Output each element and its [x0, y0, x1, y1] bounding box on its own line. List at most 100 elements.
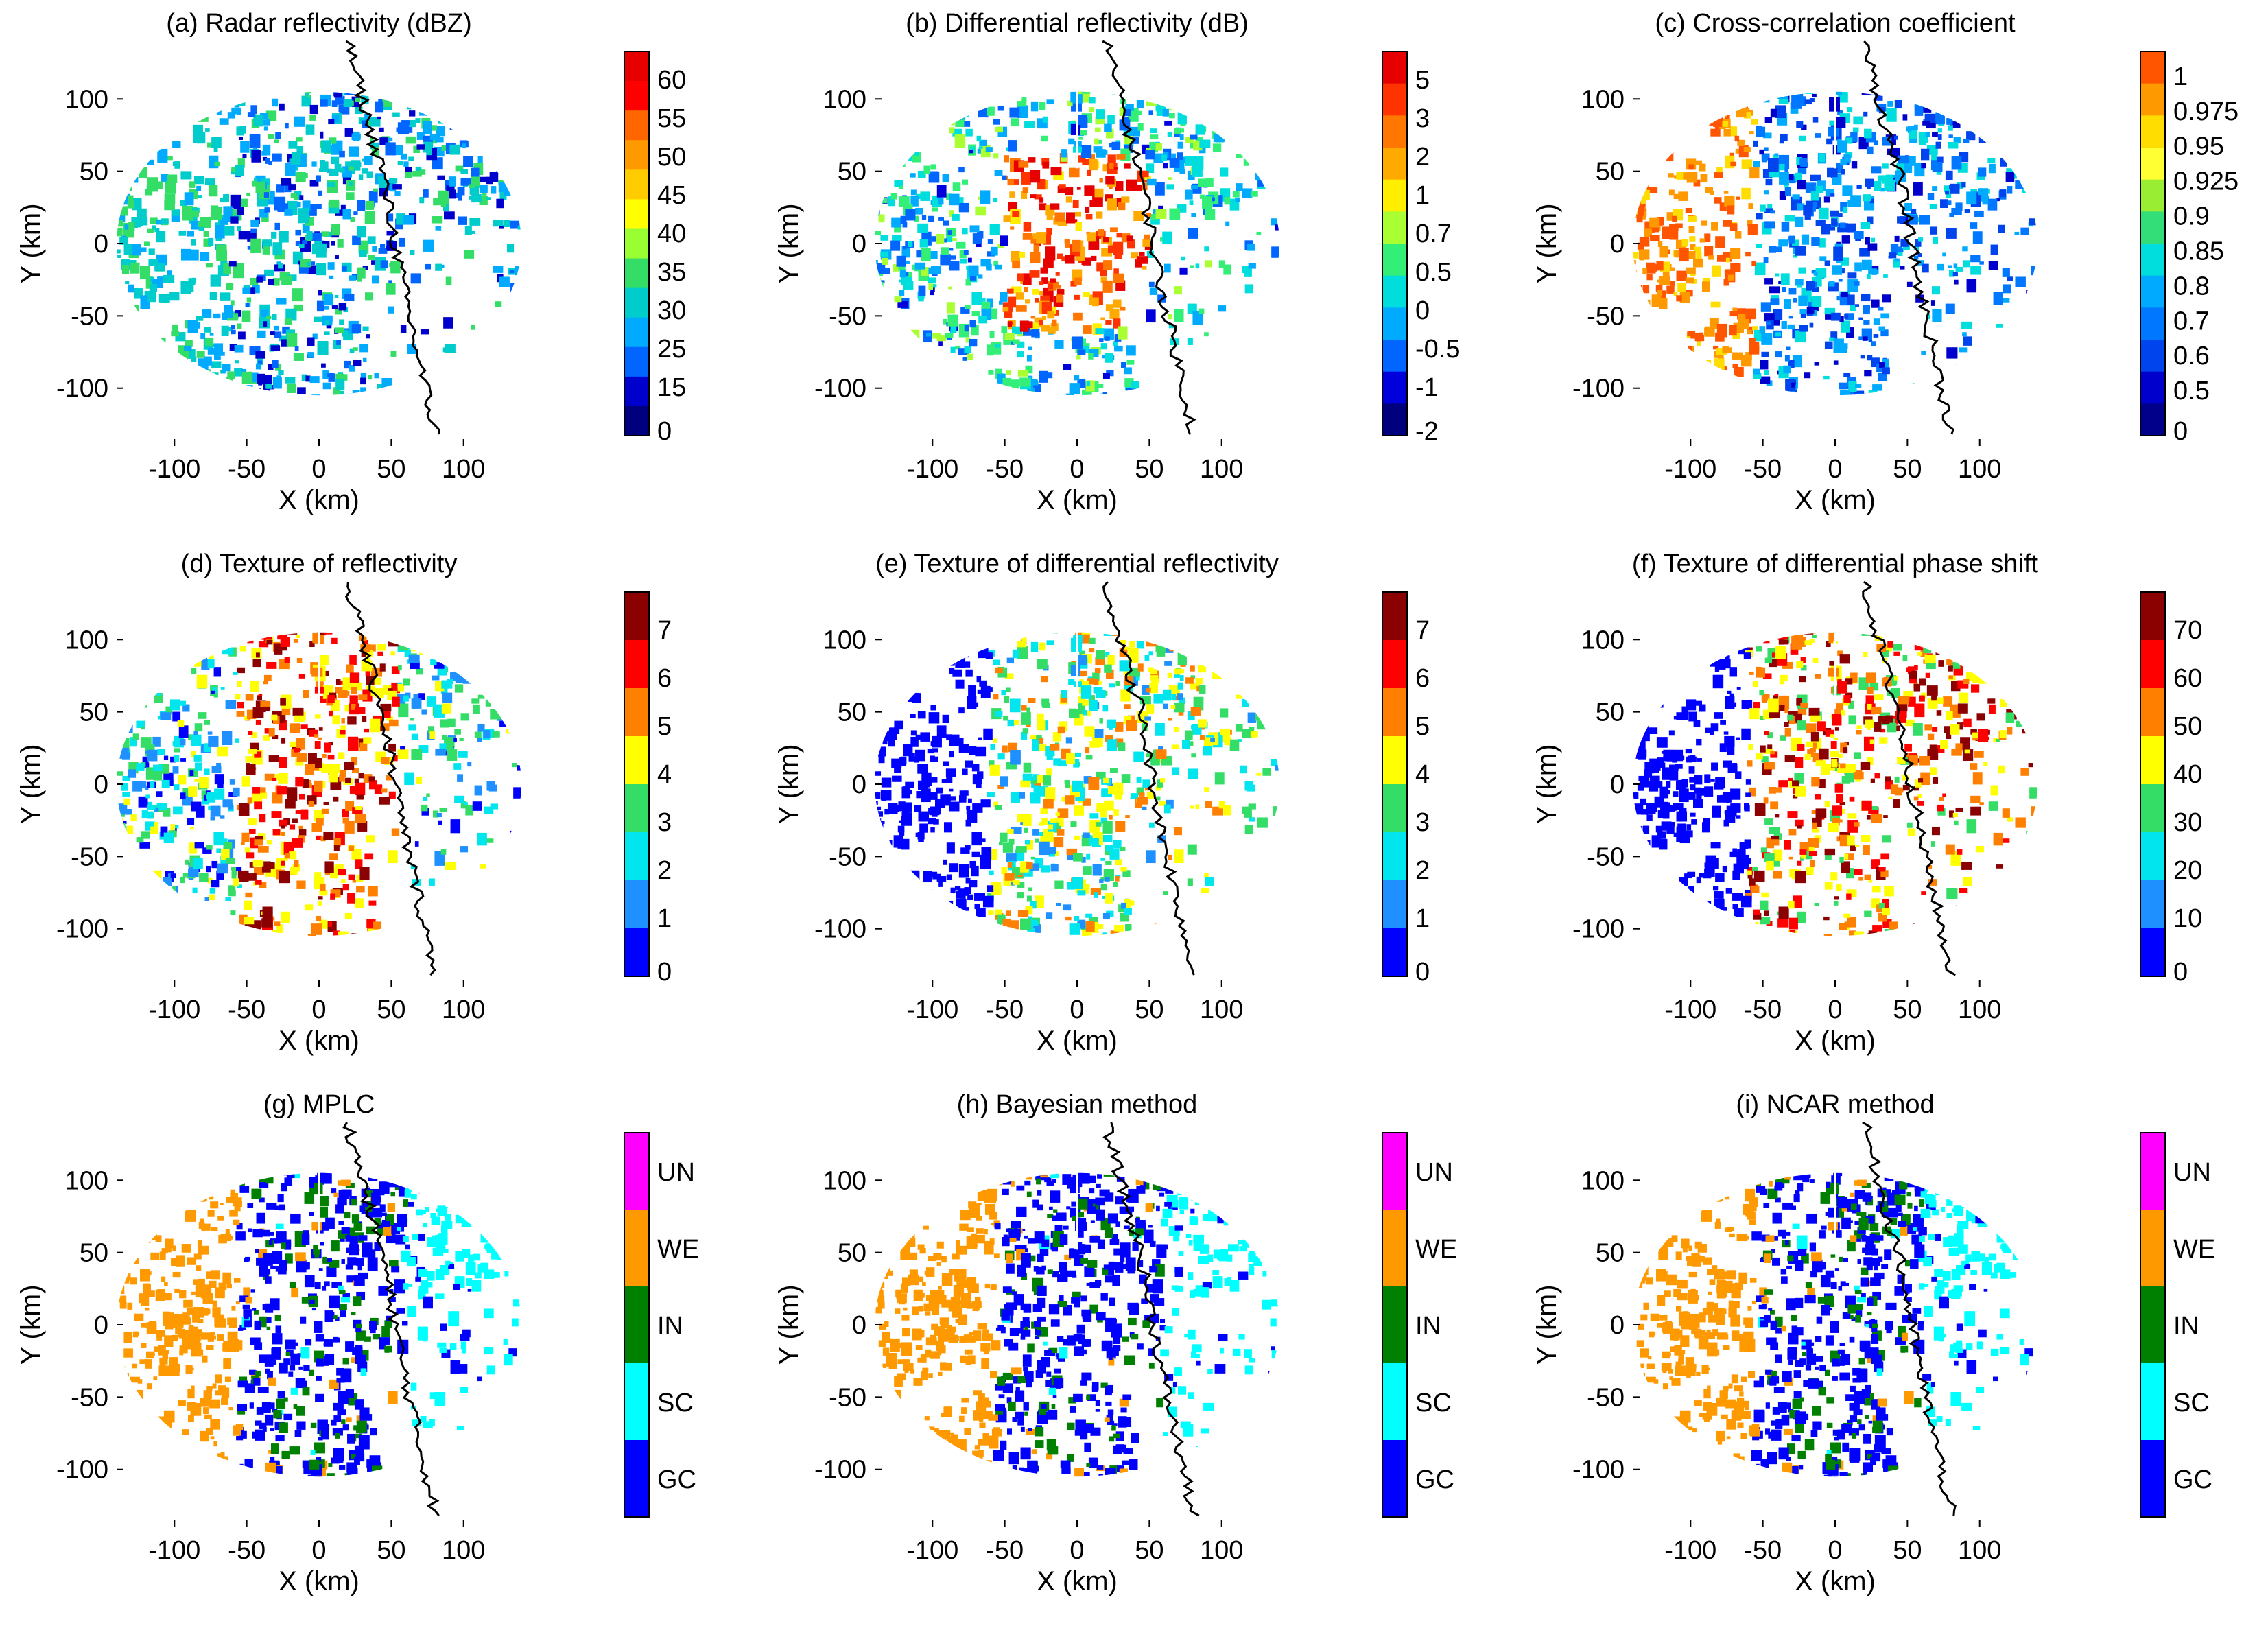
x-tick-label: 0 — [1070, 995, 1084, 1024]
colorbar-segment — [1382, 592, 1407, 641]
y-tick-label: -100 — [1572, 915, 1625, 944]
colorbar-label: 0 — [1415, 296, 1430, 325]
y-axis-label: Y (km) — [774, 744, 804, 824]
colorbar-segment — [624, 784, 649, 833]
colorbar-segment — [2140, 307, 2165, 340]
colorbar-segment — [624, 406, 649, 436]
colorbar-label: -1 — [1415, 373, 1439, 402]
x-tick-label: 0 — [311, 455, 326, 484]
colorbar-label: 30 — [2173, 808, 2202, 837]
panel-title: (f) Texture of differential phase shift — [1632, 550, 2039, 578]
colorbar-segment — [624, 1210, 649, 1287]
colorbar-label: IN — [1415, 1312, 1441, 1341]
colorbar-segment — [1382, 832, 1407, 881]
panel-b: (b) Differential reflectivity (dB)-100-5… — [774, 9, 1460, 515]
y-tick-label: -50 — [829, 302, 866, 331]
colorbar-segment — [1382, 307, 1407, 340]
colorbar-label: 40 — [657, 220, 686, 248]
colorbar-label: 0.95 — [2173, 132, 2224, 161]
colorbar-label: 0.6 — [2173, 342, 2210, 370]
colorbar-segment — [624, 318, 649, 348]
colorbar-segment — [1382, 1440, 1407, 1518]
x-axis-label: X (km) — [279, 485, 359, 515]
x-tick-label: 50 — [377, 1536, 405, 1565]
colorbar-segment — [2140, 880, 2165, 929]
x-tick-label: 0 — [311, 1536, 326, 1565]
colorbar-segment — [624, 288, 649, 318]
colorbar-label: 5 — [1415, 66, 1430, 95]
y-axis-label: Y (km) — [774, 1284, 804, 1365]
panel-title: (b) Differential reflectivity (dB) — [906, 9, 1249, 38]
colorbar-segment — [2140, 84, 2165, 116]
colorbar-segment — [2140, 928, 2165, 977]
y-tick-label: -100 — [1572, 375, 1625, 403]
x-tick-label: -100 — [1664, 995, 1716, 1024]
colorbar-label: 0.7 — [1415, 220, 1452, 248]
colorbar-label: 60 — [657, 66, 686, 95]
coastline — [1104, 582, 1194, 975]
colorbar-label: GC — [657, 1465, 696, 1494]
y-tick-label: -50 — [71, 1383, 108, 1412]
colorbar-label: 6 — [1415, 664, 1430, 693]
colorbar-segment — [1382, 880, 1407, 929]
x-tick-label: 0 — [1828, 995, 1842, 1024]
colorbar-segment — [624, 110, 649, 141]
y-axis-label: Y (km) — [1532, 203, 1562, 283]
colorbar-segment — [624, 228, 649, 259]
y-tick-label: 100 — [1581, 1166, 1625, 1195]
colorbar-label: 0 — [657, 958, 672, 987]
colorbar-label: WE — [1415, 1235, 1457, 1264]
colorbar-segment — [1382, 1210, 1407, 1287]
colorbar-segment — [624, 347, 649, 377]
y-tick-label: -50 — [1587, 1383, 1625, 1412]
panel-e: (e) Texture of differential reflectivity… — [774, 550, 1430, 1056]
colorbar-label: 25 — [657, 335, 686, 364]
colorbar-segment — [624, 169, 649, 200]
x-axis-label: X (km) — [1795, 1026, 1876, 1056]
panel-title: (h) Bayesian method — [957, 1090, 1198, 1119]
panel-title: (e) Texture of differential reflectivity — [875, 550, 1279, 578]
colorbar-segment — [1382, 180, 1407, 212]
colorbar-label: 1 — [1415, 181, 1430, 210]
colorbar-label: 45 — [657, 181, 686, 210]
colorbar-segment — [2140, 51, 2165, 84]
y-tick-label: 50 — [1596, 158, 1625, 187]
y-tick-label: 0 — [852, 770, 866, 799]
colorbar-label: 3 — [1415, 808, 1430, 837]
y-tick-label: 100 — [1581, 626, 1625, 655]
y-tick-label: 100 — [823, 1166, 866, 1195]
x-tick-label: 100 — [1200, 995, 1243, 1024]
y-axis-label: Y (km) — [16, 1284, 46, 1365]
y-axis-label: Y (km) — [16, 744, 46, 824]
colorbar-label: 0.925 — [2173, 167, 2239, 196]
colorbar-label: IN — [657, 1312, 683, 1341]
colorbar-segment — [2140, 115, 2165, 148]
x-tick-label: -100 — [906, 995, 958, 1024]
y-axis-label: Y (km) — [1532, 744, 1562, 824]
colorbar-label: 55 — [657, 104, 686, 133]
colorbar-segment — [1382, 1286, 1407, 1364]
y-tick-label: 0 — [94, 1311, 108, 1340]
colorbar-segment — [2140, 403, 2165, 436]
y-tick-label: -50 — [1587, 302, 1625, 331]
y-tick-label: -50 — [829, 842, 866, 871]
colorbar-segment — [624, 259, 649, 289]
x-tick-label: 100 — [442, 995, 485, 1024]
colorbar-label: UN — [2173, 1158, 2211, 1187]
panel-title: (c) Cross-correlation coefficient — [1655, 9, 2016, 38]
y-tick-label: 50 — [1596, 698, 1625, 727]
colorbar-label: SC — [1415, 1389, 1452, 1417]
y-tick-label: 50 — [80, 158, 108, 187]
colorbar-segment — [2140, 244, 2165, 276]
colorbar-segment — [2140, 1286, 2165, 1364]
colorbar-segment — [2140, 180, 2165, 212]
radar-field — [113, 1148, 523, 1489]
y-tick-label: 50 — [838, 158, 866, 187]
x-tick-label: -50 — [228, 455, 265, 484]
colorbar-label: IN — [2173, 1312, 2199, 1341]
